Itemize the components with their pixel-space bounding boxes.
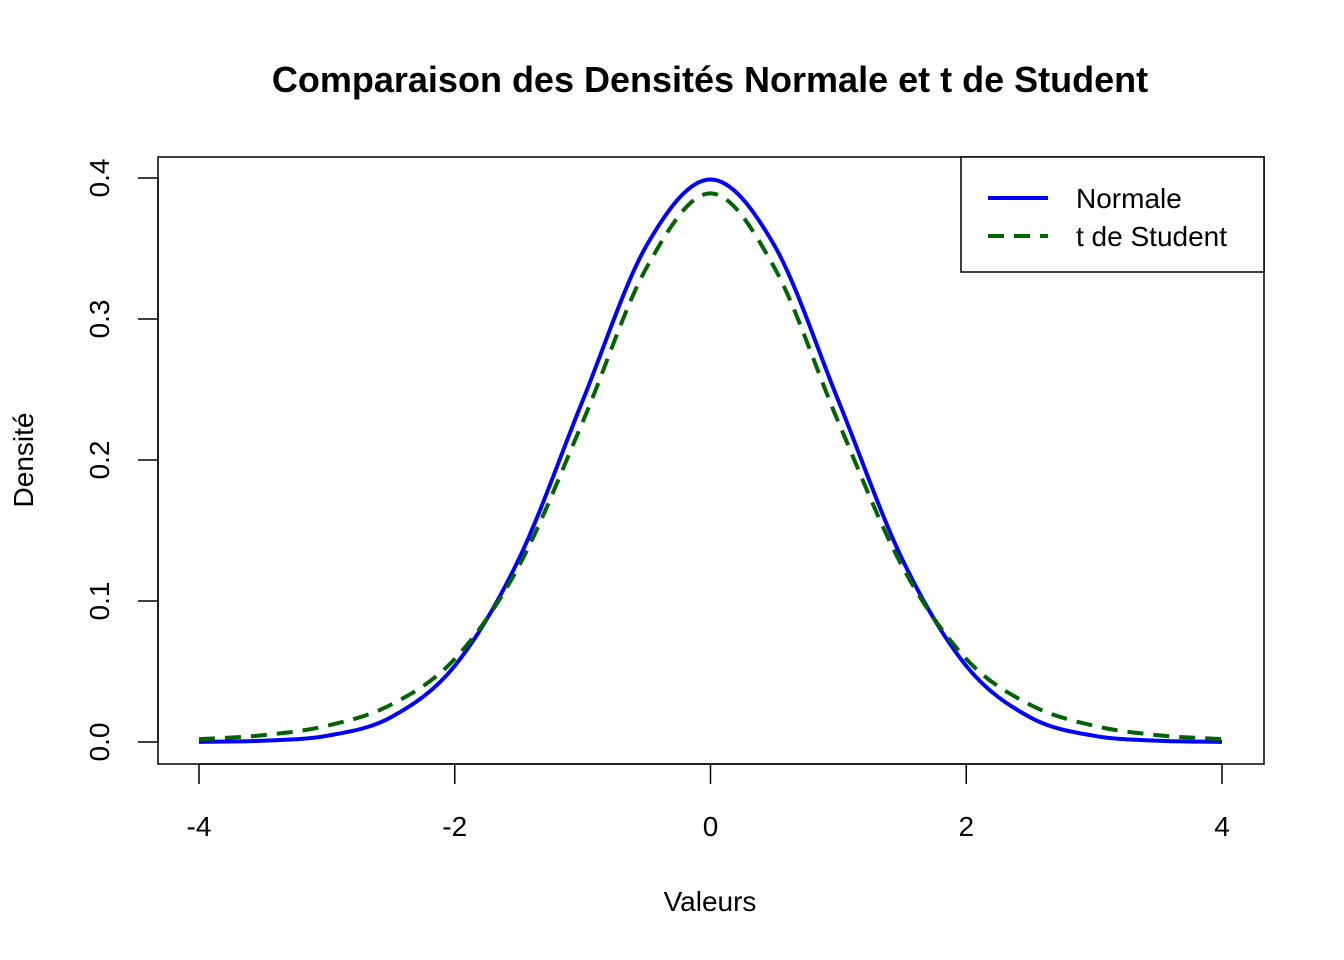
series-line-0 [198,177,1223,744]
legend: Normale t de Student [960,156,1265,273]
x-tick-label: 4 [1214,811,1230,842]
y-tick-label: 0.0 [84,723,115,762]
legend-box [960,156,1265,273]
legend-label-1: t de Student [1076,221,1227,252]
y-tick-label: 0.1 [84,582,115,621]
y-tick-label: 0.4 [84,159,115,198]
x-tick-label: -2 [442,811,467,842]
chart-title: Comparaison des Densités Normale et t de… [272,59,1148,100]
x-tick-label: -4 [187,811,212,842]
x-tick-label: 2 [958,811,974,842]
legend-label-0: Normale [1076,183,1182,214]
x-axis-title: Valeurs [664,886,757,917]
series-layer [198,177,1223,744]
x-axis: -4 -2 0 2 4 [187,763,1230,842]
y-axis: 0.0 0.1 0.2 0.3 0.4 [84,159,159,762]
y-tick-label: 0.3 [84,300,115,339]
series-line-1 [198,191,1223,742]
x-tick-label: 0 [703,811,719,842]
y-axis-title: Densité [8,413,39,508]
y-tick-label: 0.2 [84,441,115,480]
